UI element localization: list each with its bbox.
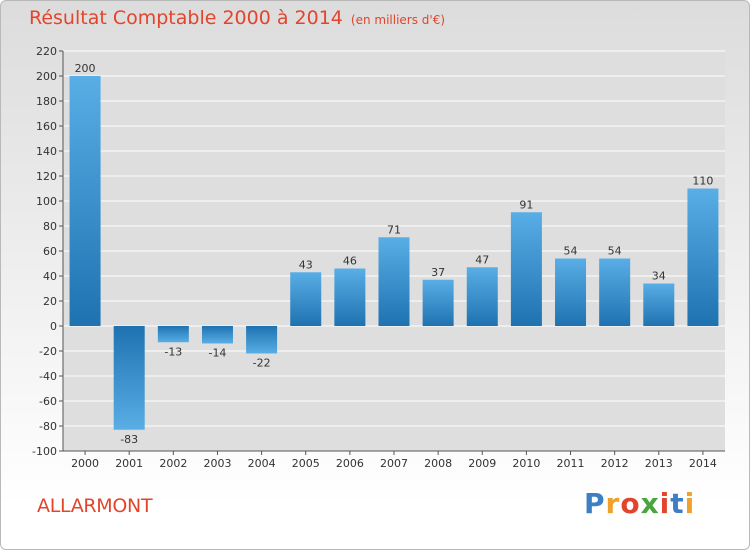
x-tick-label: 2006 — [336, 457, 364, 470]
x-tick-label: 2013 — [645, 457, 673, 470]
bar — [643, 283, 675, 326]
bar — [201, 326, 233, 344]
x-tick-label: 2012 — [601, 457, 629, 470]
bar-value-label: 47 — [475, 253, 489, 266]
bar-value-label: 71 — [387, 223, 401, 236]
logo-letter: P — [584, 487, 606, 520]
x-tick-label: 2010 — [512, 457, 540, 470]
y-tick-label: -60 — [39, 395, 57, 408]
bar — [113, 326, 145, 430]
bar-value-label: -22 — [253, 357, 271, 370]
y-tick-label: 80 — [43, 220, 57, 233]
x-tick-label: 2004 — [248, 457, 276, 470]
bar — [334, 268, 366, 326]
bar-value-label: 200 — [75, 62, 96, 75]
y-tick-label: 180 — [36, 95, 57, 108]
x-tick-label: 2014 — [689, 457, 717, 470]
bar-value-label: 37 — [431, 266, 445, 279]
chart-title-text: Résultat Comptable 2000 à 2014 — [29, 7, 343, 29]
logo-letter: o — [620, 487, 641, 520]
logo-letter: i — [684, 487, 696, 520]
chart-title: Résultat Comptable 2000 à 2014 (en millie… — [29, 7, 445, 29]
bar — [510, 212, 542, 326]
bar — [466, 267, 498, 326]
bar — [555, 258, 587, 326]
y-tick-label: -80 — [39, 420, 57, 433]
bar-value-label: 54 — [608, 245, 622, 258]
bar — [69, 76, 101, 326]
commune-name: ALLARMONT — [37, 495, 153, 517]
x-tick-label: 2007 — [380, 457, 408, 470]
y-tick-label: -20 — [39, 345, 57, 358]
bar-value-label: 43 — [299, 258, 313, 271]
logo-letter: i — [659, 487, 671, 520]
logo-letter: t — [670, 487, 685, 520]
bar-value-label: -14 — [208, 347, 226, 360]
y-tick-label: 0 — [50, 320, 57, 333]
y-tick-label: 100 — [36, 195, 57, 208]
bar-value-label: 91 — [519, 198, 533, 211]
bar — [378, 237, 410, 326]
bar — [687, 188, 719, 326]
bar-value-label: -83 — [120, 433, 138, 446]
chart-unit-text: (en milliers d'€) — [350, 13, 446, 27]
bar-value-label: 46 — [343, 255, 357, 268]
y-tick-label: 120 — [36, 170, 57, 183]
y-tick-label: -40 — [39, 370, 57, 383]
y-tick-label: 40 — [43, 270, 57, 283]
x-tick-label: 2003 — [203, 457, 231, 470]
bar — [599, 258, 631, 326]
bar — [246, 326, 278, 354]
proxiti-logo: Proxiti — [584, 487, 695, 520]
bar-value-label: 110 — [692, 175, 713, 188]
x-tick-label: 2011 — [557, 457, 585, 470]
x-tick-label: 2005 — [292, 457, 320, 470]
bar-value-label: 34 — [652, 270, 666, 283]
x-tick-label: 2002 — [159, 457, 187, 470]
logo-letter: x — [640, 487, 660, 520]
bar-value-label: 54 — [564, 245, 578, 258]
y-tick-label: 220 — [36, 45, 57, 58]
bar — [422, 279, 454, 326]
x-tick-label: 2001 — [115, 457, 143, 470]
y-tick-label: 140 — [36, 145, 57, 158]
y-tick-label: 160 — [36, 120, 57, 133]
x-tick-label: 2008 — [424, 457, 452, 470]
logo-letter: r — [605, 487, 621, 520]
x-tick-label: 2000 — [71, 457, 99, 470]
bar — [157, 326, 189, 343]
y-tick-label: 60 — [43, 245, 57, 258]
bar-value-label: -13 — [164, 345, 182, 358]
y-tick-label: -100 — [32, 445, 57, 458]
x-tick-label: 2009 — [468, 457, 496, 470]
y-tick-label: 200 — [36, 70, 57, 83]
bar — [290, 272, 322, 326]
y-tick-label: 20 — [43, 295, 57, 308]
